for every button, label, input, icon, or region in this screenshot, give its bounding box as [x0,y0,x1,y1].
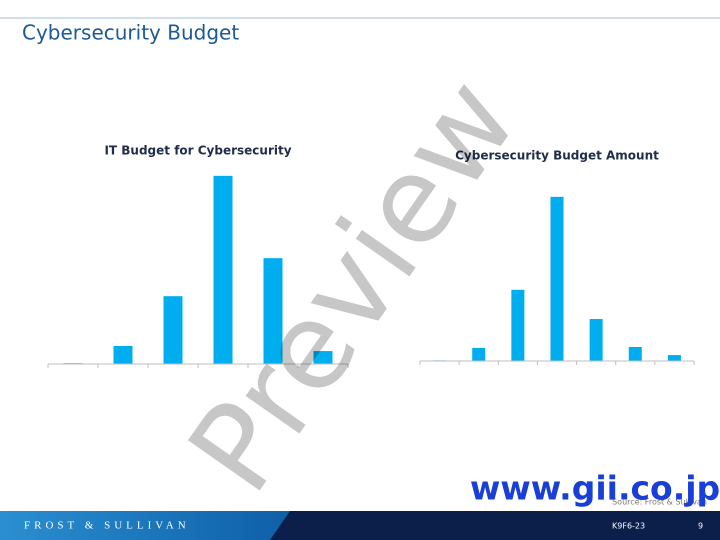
chart-title: IT Budget for Cybersecurity [104,144,291,158]
bar [113,345,133,364]
footer-accent [0,511,290,540]
bar [313,351,333,364]
bar [628,347,642,361]
page-number: 9 [698,522,703,531]
bar [472,347,486,361]
bar [263,258,283,364]
footer-code: K9F6-23 [612,522,645,531]
footer-brand: FROST & SULLIVAN [24,520,190,532]
site-url: www.gii.co.jp [470,469,720,508]
bar [667,355,681,361]
chart-title: Cybersecurity Budget Amount [455,149,659,163]
bar [550,196,564,361]
charts: IT Budget for Cybersecurity Cybersecurity… [47,144,695,368]
slide-title: Cybersecurity Budget [22,21,239,45]
bar [213,175,233,364]
bar [163,296,183,364]
bar [511,289,525,361]
bar [589,319,603,361]
source-note: Source: Frost & Sullivan [612,498,707,507]
